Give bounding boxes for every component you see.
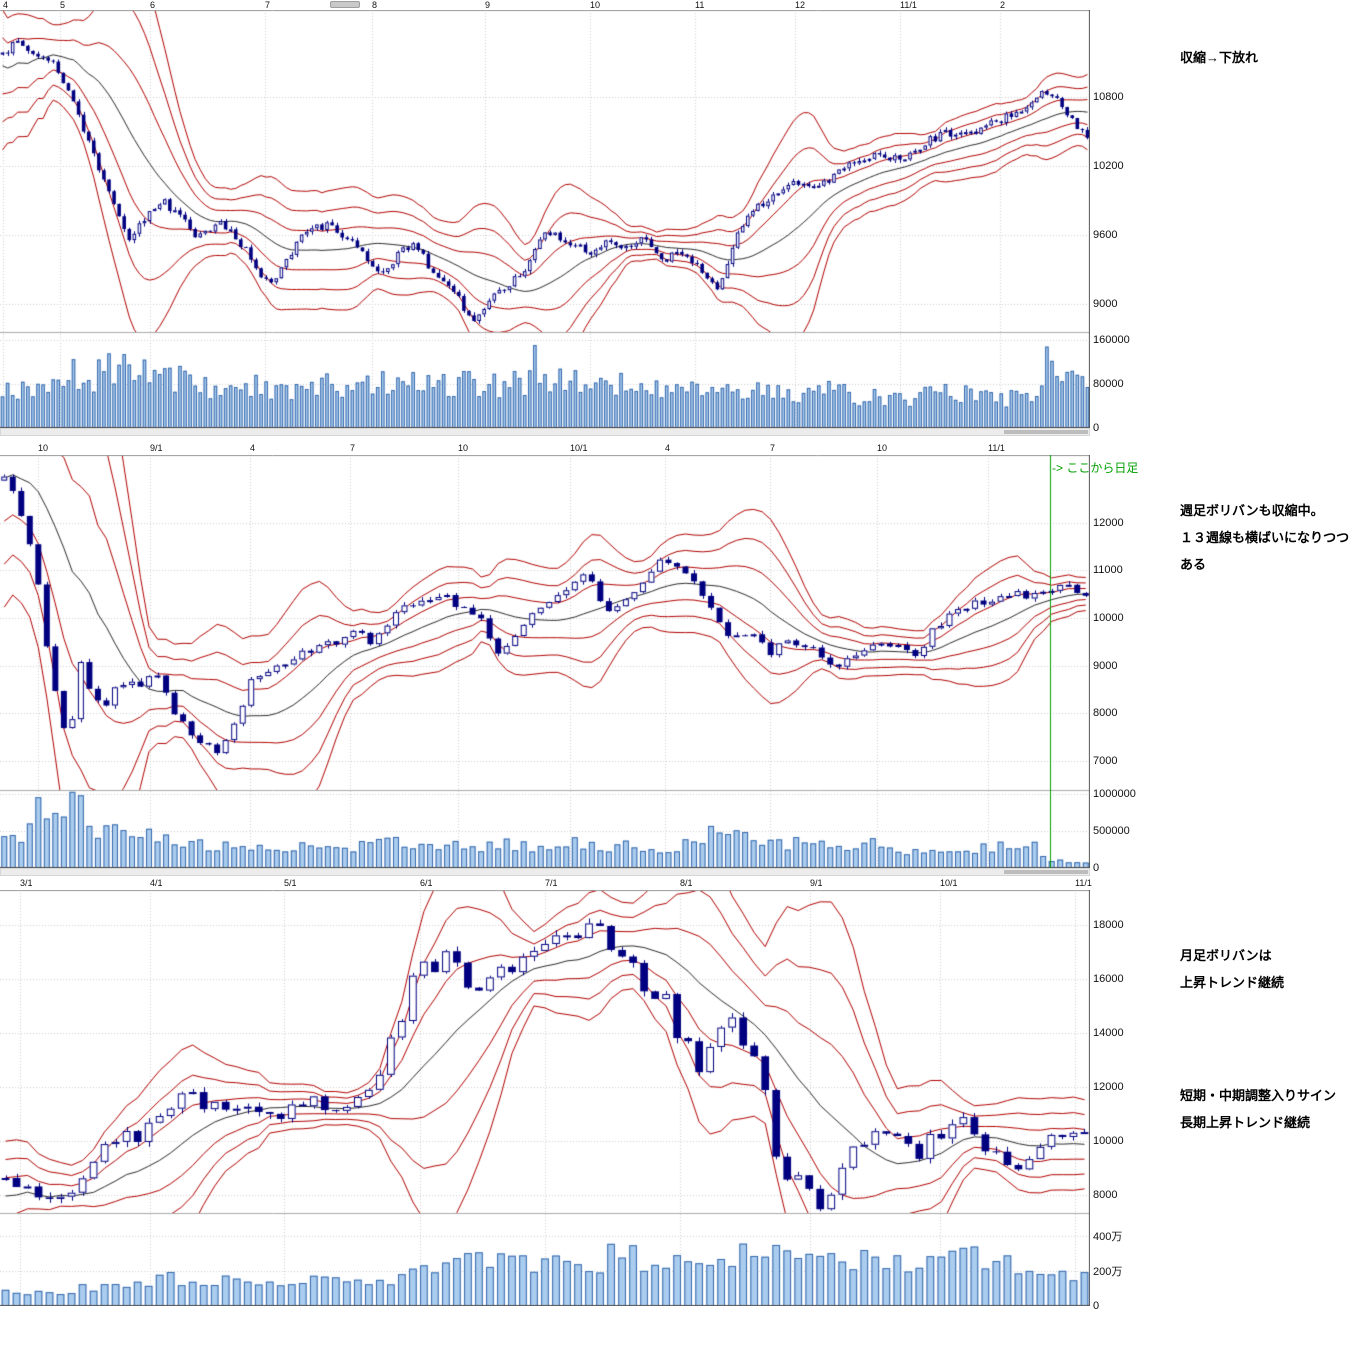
daily-panel: 4 5 6 7 8 9 10 11 12 11/1 2 10800 10200 9600 9000 1600… (0, 0, 1170, 436)
volume-tick-label: 0 (1093, 422, 1100, 434)
scroll-thumb-top[interactable] (330, 1, 360, 8)
x-axis-label: 5 (60, 0, 66, 10)
x-axis-label: 12 (795, 0, 806, 10)
annotation-monthly-trend: 月足ボリバンは 上昇トレンド継続 (1180, 942, 1284, 996)
x-axis-label: 11/1 (1075, 878, 1092, 888)
weekly-chart-canvas[interactable] (0, 455, 1090, 868)
volume-tick-label: 400万 (1093, 1230, 1123, 1243)
x-axis-label: 4 (250, 443, 256, 453)
annotation-line: 収縮→下放れ (1180, 50, 1259, 65)
annotation-line: １３週線も横ばいになりつつ (1180, 530, 1350, 545)
annotation-monthly-signal: 短期・中期調整入りサイン 長期上昇トレンド継続 (1180, 1082, 1336, 1136)
x-axis-label: 10/1 (940, 878, 958, 888)
price-tick-label: 10800 (1093, 90, 1124, 103)
price-tick-label: 11000 (1093, 564, 1123, 577)
annotation-line: 長期上昇トレンド継続 (1180, 1115, 1311, 1130)
x-axis-label: 11/1 (988, 443, 1005, 453)
price-tick-label: 9000 (1093, 659, 1118, 672)
x-axis-label: 10 (590, 0, 601, 10)
x-axis-label: 6/1 (420, 878, 433, 888)
price-tick-label: 12000 (1093, 1080, 1124, 1093)
x-axis-label: 4 (665, 443, 671, 453)
volume-tick-label: 0 (1093, 1300, 1100, 1312)
weekly-y-axis: 12000 11000 10000 9000 8000 7000 1000000 500000… (1090, 455, 1170, 874)
weekly-panel: 10 9/1 4 7 10 10/1 4 7 10 11/1 12000 11000 10000 900… (0, 443, 1170, 876)
price-tick-label: 14000 (1093, 1027, 1124, 1040)
x-axis-label: 10 (877, 443, 888, 453)
annotation-line: 週足ボリバンも収縮中。 (1180, 503, 1324, 518)
weekly-scrollbar[interactable] (0, 868, 1090, 876)
volume-tick-label: 80000 (1093, 378, 1124, 391)
x-axis-label: 4/1 (150, 878, 163, 888)
price-tick-label: 12000 (1093, 516, 1124, 529)
daily-scrollbar-thumb[interactable] (1004, 430, 1088, 434)
volume-tick-label: 1000000 (1093, 787, 1136, 800)
x-axis-label: 10 (38, 443, 49, 453)
daily-y-axis: 10800 10200 9600 9000 160000 80000 0 (1090, 10, 1170, 434)
x-axis-label: 8 (372, 0, 378, 10)
x-axis-label: 5/1 (284, 878, 297, 888)
x-axis-label: 7 (265, 0, 271, 10)
annotation-line: ある (1180, 557, 1207, 572)
price-tick-label: 9600 (1093, 229, 1118, 242)
annotation-line: 短期・中期調整入りサイン (1180, 1088, 1337, 1103)
x-axis-label: 7/1 (545, 878, 558, 888)
price-tick-label: 8000 (1093, 707, 1118, 720)
monthly-chart-canvas[interactable] (0, 890, 1090, 1306)
daily-chart-canvas[interactable] (0, 10, 1090, 428)
x-axis-label: 8/1 (680, 878, 693, 888)
x-axis-label: 2 (1000, 0, 1006, 10)
annotation-line: 月足ボリバンは (1180, 948, 1272, 963)
x-axis-label: 3/1 (20, 878, 33, 888)
monthly-panel: 3/1 4/1 5/1 6/1 7/1 8/1 9/1 10/1 11/1 18000 16000… (0, 878, 1170, 1312)
x-axis-label: 11 (695, 0, 705, 10)
price-tick-label: 16000 (1093, 973, 1124, 986)
x-axis-label: 9/1 (150, 443, 163, 453)
daily-start-marker-label: -> ここから日足 (1052, 461, 1139, 475)
volume-tick-label: 160000 (1093, 334, 1130, 347)
monthly-y-axis: 18000 16000 14000 12000 10000 8000 400万 200万 0 (1090, 890, 1170, 1312)
price-tick-label: 18000 (1093, 919, 1124, 932)
annotation-weekly: 週足ボリバンも収縮中。 １３週線も横ばいになりつつ ある (1180, 497, 1349, 578)
x-axis-label: 10/1 (570, 443, 588, 453)
price-tick-label: 10000 (1093, 611, 1124, 624)
volume-tick-label: 0 (1093, 862, 1100, 874)
x-axis-label: 11/1 (900, 0, 917, 10)
daily-x-axis: 4 5 6 7 8 9 10 11 12 11/1 2 (0, 0, 1090, 10)
price-tick-label: 7000 (1093, 754, 1118, 767)
price-tick-label: 9000 (1093, 298, 1118, 311)
price-tick-label: 10000 (1093, 1134, 1124, 1147)
x-axis-label: 10 (458, 443, 469, 453)
x-axis-label: 4 (3, 0, 9, 10)
annotation-line: 上昇トレンド継続 (1180, 975, 1285, 990)
x-axis-label: 9/1 (810, 878, 823, 888)
price-tick-label: 8000 (1093, 1188, 1118, 1201)
volume-tick-label: 200万 (1093, 1265, 1123, 1278)
weekly-scrollbar-thumb[interactable] (1004, 870, 1088, 874)
daily-scrollbar[interactable] (0, 428, 1090, 436)
weekly-x-axis: 10 9/1 4 7 10 10/1 4 7 10 11/1 (0, 443, 1090, 455)
x-axis-label: 6 (150, 0, 156, 10)
annotation-daily: 収縮→下放れ (1180, 44, 1258, 71)
x-axis-label: 7 (350, 443, 356, 453)
x-axis-label: 7 (770, 443, 776, 453)
x-axis-label: 9 (485, 0, 491, 10)
monthly-x-axis: 3/1 4/1 5/1 6/1 7/1 8/1 9/1 10/1 11/1 (0, 878, 1092, 890)
price-tick-label: 10200 (1093, 159, 1124, 172)
volume-tick-label: 500000 (1093, 824, 1130, 837)
